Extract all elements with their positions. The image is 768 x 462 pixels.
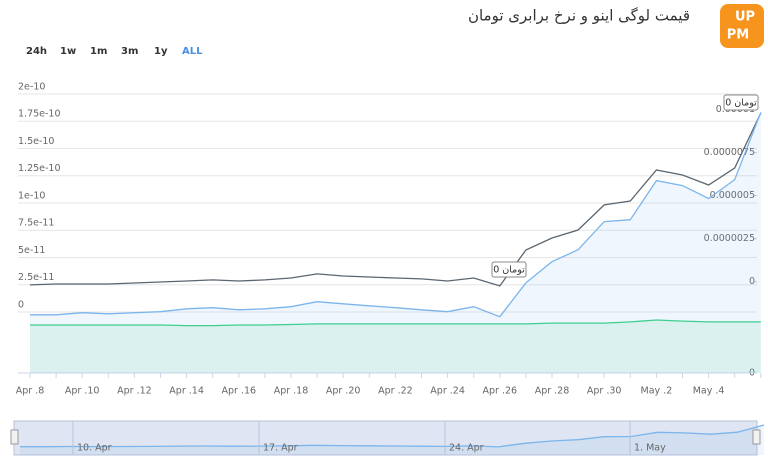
range-button[interactable]: 24h bbox=[26, 46, 47, 57]
navigator-label: 24. Apr bbox=[449, 443, 484, 454]
y-tick-label: 1.75e-10 bbox=[18, 109, 61, 120]
annotation: تومان 0 bbox=[493, 265, 525, 276]
navigator-line-area bbox=[20, 425, 764, 455]
navigator-label: 1. May bbox=[634, 443, 666, 454]
navigator-bg bbox=[13, 420, 758, 456]
y-tick-label: 1e-10 bbox=[18, 190, 45, 201]
y2-tick-label: 0.0000075 bbox=[704, 147, 755, 158]
y-tick-label: 2.5e-11 bbox=[18, 272, 54, 283]
x-tick-label: Apr .18 bbox=[274, 386, 309, 397]
y2-tick-label: 0.0000025 bbox=[704, 233, 755, 244]
x-tick-label: Apr .20 bbox=[326, 386, 361, 397]
x-tick-label: Apr .16 bbox=[222, 386, 257, 397]
y-tick-label: 7.5e-11 bbox=[18, 218, 54, 229]
range-button[interactable]: 1w bbox=[60, 46, 76, 57]
y2-tick-label: 0 bbox=[749, 276, 755, 287]
navigator-line bbox=[20, 424, 765, 448]
navigator-label: 10. Apr bbox=[77, 443, 112, 454]
range-button[interactable]: 3m bbox=[121, 46, 138, 57]
navigator-label: 17. Apr bbox=[263, 443, 298, 454]
range-button[interactable]: ALL bbox=[182, 46, 203, 57]
navigator-handle[interactable] bbox=[10, 429, 19, 445]
range-button[interactable]: 1m bbox=[90, 46, 107, 57]
y-tick-label: 1.5e-10 bbox=[18, 136, 54, 147]
x-tick-label: Apr .28 bbox=[535, 386, 570, 397]
x-tick-label: Apr .14 bbox=[169, 386, 204, 397]
y-tick-label: 5e-11 bbox=[18, 245, 45, 256]
series-line-area bbox=[30, 320, 761, 373]
series-line bbox=[30, 319, 761, 327]
annotation-box bbox=[491, 261, 527, 278]
series-line bbox=[29, 112, 762, 287]
y-tick-label: 2e-10 bbox=[18, 82, 45, 93]
y-tick-label: 0 bbox=[18, 299, 24, 310]
annotation-box bbox=[723, 94, 759, 111]
x-tick-label: Apr .30 bbox=[587, 386, 622, 397]
annotation: تومان 0 bbox=[725, 98, 757, 109]
x-tick-label: May .2 bbox=[641, 386, 673, 397]
x-tick-label: Apr .12 bbox=[117, 386, 152, 397]
chart-title: قیمت لوگی اینو و نرخ برابری تومان bbox=[468, 7, 690, 25]
y-tick-label: 1.25e-10 bbox=[18, 163, 61, 174]
logo-text: UP bbox=[735, 10, 755, 25]
x-tick-label: Apr .24 bbox=[430, 386, 465, 397]
x-tick-label: May .4 bbox=[693, 386, 725, 397]
range-button[interactable]: 1y bbox=[154, 46, 168, 57]
logo bbox=[720, 4, 764, 48]
series-line bbox=[30, 112, 762, 318]
navigator-handle[interactable] bbox=[752, 429, 761, 445]
x-tick-label: Apr .22 bbox=[378, 386, 413, 397]
x-tick-label: Apr .8 bbox=[16, 386, 45, 397]
x-tick-label: Apr .10 bbox=[65, 386, 100, 397]
y2-tick-label: 0.000005 bbox=[710, 190, 755, 201]
x-tick-label: Apr .26 bbox=[483, 386, 518, 397]
logo-text: PM bbox=[727, 28, 749, 43]
